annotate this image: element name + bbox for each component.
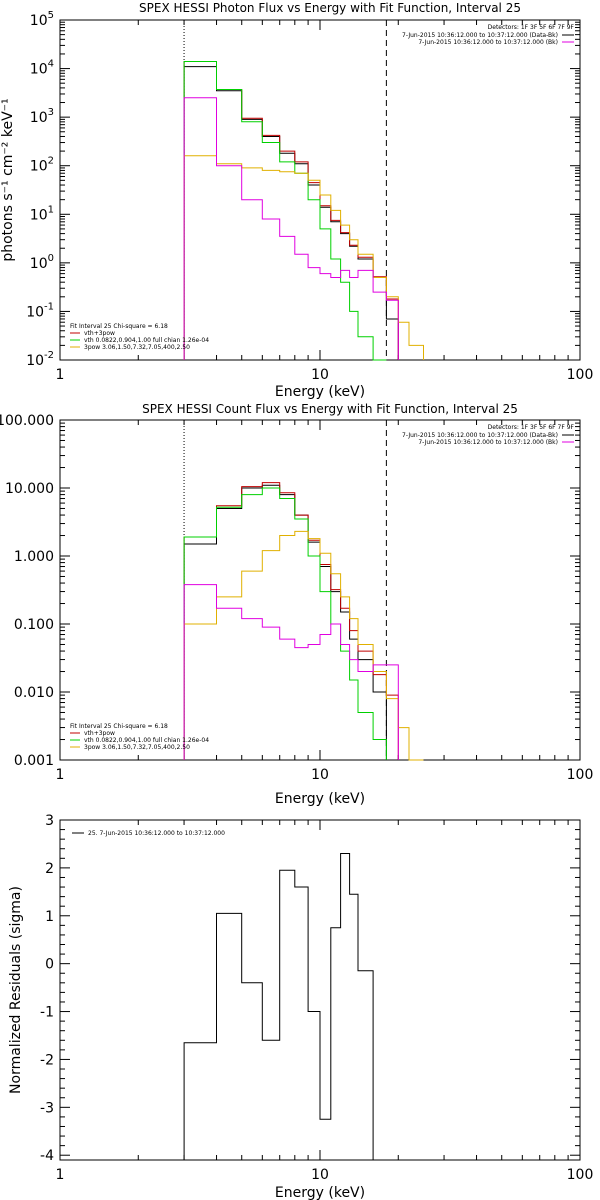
legend-header: Detectors: 1F 3F 5F 6F 7F 9F — [488, 24, 575, 31]
legend-entry: 7-Jun-2015 10:36:12.000 to 10:37:12.000 … — [418, 439, 558, 446]
legend-header: Detectors: 1F 3F 5F 6F 7F 9F — [488, 424, 575, 431]
y-tick-label: 3 — [45, 813, 54, 829]
series-3pow — [183, 530, 424, 761]
legend-entry: 7-Jun-2015 10:36:12.000 to 10:37:12.000 … — [402, 432, 558, 439]
y-tick-label: -4 — [40, 1148, 54, 1164]
series-vth — [183, 61, 387, 361]
y-tick-label: 102 — [30, 156, 54, 175]
y-tick-label: 0.010 — [14, 685, 54, 701]
y-tick-label: 105 — [30, 10, 54, 29]
y-tick-label: 10-2 — [26, 350, 54, 369]
residuals-panel: 1 10 100 -4 -3 -2 -1 0 1 2 3 25. 7-Jun-2015 10:36:… — [8, 813, 593, 1200]
y-tick-label: 10-1 — [26, 301, 54, 320]
series-bk — [183, 584, 399, 760]
residuals-xlabel: Energy (keV) — [275, 1185, 365, 1200]
legend-entry: 7-Jun-2015 10:36:12.000 to 10:37:12.000 … — [402, 32, 558, 39]
series-25-7-jun-2015-10-36-12-000-to-10-37-12-000 — [183, 853, 387, 1161]
x-tick-label: 1 — [56, 767, 65, 783]
legend-entry: vth 0.0822,0.904,1.00 full chian 1.26e-0… — [84, 337, 209, 344]
count-flux-title: SPEX HESSI Count Flux vs Energy with Fit… — [142, 402, 518, 416]
y-tick-label: 2 — [45, 861, 54, 877]
y-tick-label: 0.100 — [14, 617, 54, 633]
x-tick-label: 10 — [311, 767, 329, 783]
photon-flux-xlabel: Energy (keV) — [275, 384, 365, 400]
legend-entry: vth+3pow — [84, 330, 115, 337]
y-tick-label: 10.000 — [5, 481, 54, 497]
y-tick-label: 100 — [30, 253, 54, 272]
y-tick-label: 100.000 — [0, 413, 54, 429]
y-tick-label: 1.000 — [14, 549, 54, 565]
x-tick-label: 10 — [311, 367, 329, 383]
legend-fit-header: Fit Interval 25 Chi-square = 6.18 — [70, 323, 168, 330]
series-3pow — [183, 155, 424, 360]
legend-fit-header: Fit Interval 25 Chi-square = 6.18 — [70, 723, 168, 730]
legend-entry: 3pow 3.06,1.50,7.32,7.05,400,2.50 — [84, 344, 190, 351]
legend-entry: 7-Jun-2015 10:36:12.000 to 10:37:12.000 … — [418, 39, 558, 46]
y-tick-label: -1 — [40, 1005, 54, 1021]
legend-entry: vth+3pow — [84, 730, 115, 737]
legend-entry: vth 0.0822,0.904,1.00 full chian 1.26e-0… — [84, 737, 209, 744]
y-tick-label: -2 — [40, 1052, 54, 1068]
y-tick-label: 104 — [30, 59, 54, 78]
count-flux-xlabel: Energy (keV) — [275, 791, 365, 807]
x-tick-label: 100 — [567, 367, 594, 383]
legend-entry: 3pow 3.06,1.50,7.32,7.05,400,2.50 — [84, 744, 190, 751]
photon-flux-title: SPEX HESSI Photon Flux vs Energy with Fi… — [139, 1, 521, 15]
x-tick-label: 1 — [56, 367, 65, 383]
y-tick-label: 101 — [30, 204, 54, 223]
legend-entry: 25. 7-Jun-2015 10:36:12.000 to 10:37:12.… — [88, 830, 225, 837]
x-tick-label: 1 — [56, 1167, 65, 1183]
y-tick-label: -3 — [40, 1100, 54, 1116]
count-flux-panel: SPEX HESSI Count Flux vs Energy with Fit… — [0, 402, 593, 807]
y-tick-label: 0.001 — [14, 753, 54, 769]
photon-flux-ylabel: photons s⁻¹ cm⁻² keV⁻¹ — [0, 98, 16, 261]
y-tick-label: 0 — [45, 957, 54, 973]
series-vth — [183, 487, 387, 760]
x-tick-label: 100 — [567, 1167, 594, 1183]
y-tick-label: 1 — [45, 909, 54, 925]
residuals-ylabel: Normalized Residuals (sigma) — [8, 886, 24, 1094]
x-tick-label: 10 — [311, 1167, 329, 1183]
y-tick-label: 103 — [30, 107, 54, 126]
x-tick-label: 100 — [567, 767, 594, 783]
photon-flux-panel: SPEX HESSI Photon Flux vs Energy with Fi… — [0, 1, 593, 400]
series-bk — [183, 97, 399, 360]
